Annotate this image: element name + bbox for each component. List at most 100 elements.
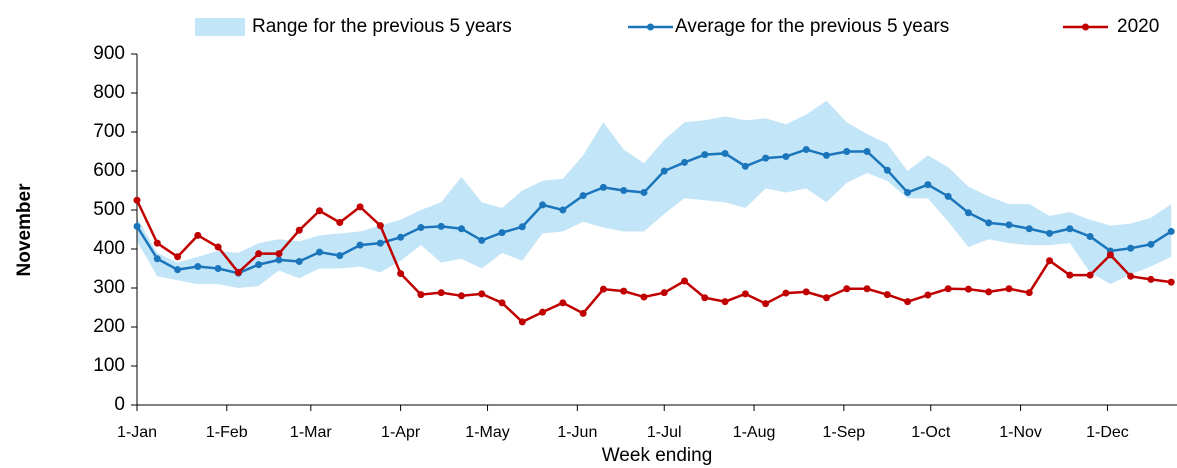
point <box>1066 271 1074 279</box>
point <box>782 153 790 161</box>
point <box>782 289 790 297</box>
x-tick-label: 1-Oct <box>911 424 951 441</box>
point <box>133 196 141 204</box>
point <box>336 252 344 260</box>
y-tick-label: 400 <box>93 238 125 259</box>
y-tick-label: 700 <box>93 121 125 142</box>
point <box>660 167 668 175</box>
point <box>802 146 810 154</box>
x-tick-label: 1-Jan <box>117 424 157 441</box>
legend-label: 2020 <box>1117 16 1159 37</box>
point <box>822 151 830 159</box>
point <box>944 192 952 200</box>
point <box>376 222 384 230</box>
point <box>234 268 242 276</box>
point <box>1147 240 1155 248</box>
x-tick-label: 1-Aug <box>733 424 776 441</box>
point <box>741 290 749 298</box>
point <box>599 285 607 293</box>
legend-marker <box>1082 23 1089 31</box>
range-band <box>137 100 1172 288</box>
point <box>599 183 607 191</box>
point <box>985 219 993 227</box>
point <box>518 318 526 326</box>
point <box>336 218 344 226</box>
legend-label: Range for the previous 5 years <box>252 16 512 37</box>
point <box>194 263 202 271</box>
point <box>721 298 729 306</box>
point <box>802 288 810 296</box>
point <box>721 149 729 157</box>
y-tick-label: 600 <box>93 160 125 181</box>
x-tick-label: 1-Dec <box>1086 424 1129 441</box>
point <box>397 233 405 241</box>
point <box>762 154 770 162</box>
y-tick-label: 200 <box>93 316 125 337</box>
point <box>904 188 912 196</box>
series-line <box>135 199 1172 324</box>
point <box>356 203 364 211</box>
point <box>437 289 445 297</box>
x-tick-label: 1-Sep <box>823 424 866 441</box>
point <box>356 241 364 249</box>
point <box>295 257 303 265</box>
point <box>660 289 668 297</box>
point <box>640 188 648 196</box>
point <box>417 291 425 299</box>
point <box>620 187 628 194</box>
point <box>1167 278 1175 286</box>
point <box>214 243 222 251</box>
point <box>539 308 547 316</box>
y-tick-label: 500 <box>93 199 125 220</box>
point <box>1167 227 1175 235</box>
point <box>883 166 891 174</box>
point <box>741 162 749 170</box>
point <box>478 290 486 298</box>
point <box>681 277 689 285</box>
point <box>1086 233 1094 241</box>
x-tick-label: 1-Mar <box>290 424 332 441</box>
point <box>174 266 182 274</box>
y-tick-label: 900 <box>93 43 125 64</box>
point <box>376 239 384 247</box>
point <box>762 300 770 308</box>
point <box>1025 225 1033 233</box>
point <box>518 223 526 231</box>
point <box>255 261 263 269</box>
point <box>1066 225 1074 233</box>
point <box>924 291 932 299</box>
point <box>559 299 567 307</box>
x-tick-label: 1-May <box>465 424 509 441</box>
point <box>1046 257 1054 265</box>
point <box>1025 289 1033 297</box>
point <box>1005 221 1013 229</box>
point <box>559 206 567 214</box>
x-tick-label: 1-Jun <box>557 424 597 441</box>
point <box>498 229 506 237</box>
legend-label: Average for the previous 5 years <box>675 16 949 37</box>
point <box>316 248 324 256</box>
point <box>295 226 303 234</box>
point <box>133 222 141 230</box>
point <box>944 285 952 293</box>
point <box>498 299 506 307</box>
point <box>174 253 182 261</box>
point <box>985 288 993 296</box>
point <box>1147 275 1155 283</box>
point <box>153 239 161 247</box>
point <box>863 285 871 293</box>
point <box>883 291 891 299</box>
x-tick-label: 1-Nov <box>999 424 1042 441</box>
point <box>194 231 202 239</box>
series-line <box>135 148 1172 275</box>
point <box>843 285 851 293</box>
point <box>214 265 222 272</box>
point <box>579 309 587 317</box>
legend-swatch <box>195 18 245 36</box>
point <box>1127 272 1135 280</box>
point <box>640 293 648 301</box>
point <box>964 285 972 293</box>
point <box>153 255 161 263</box>
point <box>1086 271 1094 279</box>
x-axis-title: Week ending <box>602 445 713 466</box>
